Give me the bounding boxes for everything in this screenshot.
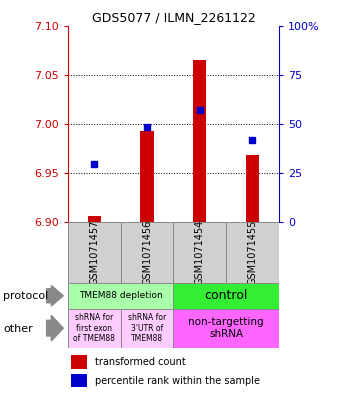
Bar: [246, 155, 259, 222]
Text: transformed count: transformed count: [95, 357, 185, 367]
Bar: [121, 222, 173, 283]
Text: shRNA for
3'UTR of
TMEM88: shRNA for 3'UTR of TMEM88: [128, 313, 166, 343]
Point: [91, 161, 97, 167]
Text: TMEM88 depletion: TMEM88 depletion: [79, 291, 163, 300]
Text: GSM1071457: GSM1071457: [89, 220, 99, 285]
Bar: [140, 131, 154, 222]
Point: [250, 136, 255, 143]
Bar: [71, 355, 87, 369]
Text: other: other: [3, 324, 33, 334]
Text: GSM1071455: GSM1071455: [248, 220, 257, 285]
FancyArrow shape: [47, 315, 63, 341]
Bar: [71, 374, 87, 387]
Bar: [121, 309, 173, 348]
Bar: [68, 309, 121, 348]
Bar: [68, 283, 173, 309]
Text: control: control: [204, 289, 248, 302]
FancyArrow shape: [47, 285, 63, 306]
Bar: [173, 222, 226, 283]
Text: percentile rank within the sample: percentile rank within the sample: [95, 376, 259, 386]
Bar: [68, 222, 121, 283]
Bar: [173, 283, 279, 309]
Title: GDS5077 / ILMN_2261122: GDS5077 / ILMN_2261122: [91, 11, 255, 24]
Text: shRNA for
first exon
of TMEM88: shRNA for first exon of TMEM88: [73, 313, 115, 343]
Text: GSM1071456: GSM1071456: [142, 220, 152, 285]
Bar: [226, 222, 279, 283]
Text: protocol: protocol: [3, 290, 49, 301]
Text: GSM1071454: GSM1071454: [195, 220, 205, 285]
Bar: [173, 309, 279, 348]
Bar: [193, 60, 206, 222]
Bar: [88, 216, 101, 222]
Point: [144, 124, 150, 130]
Point: [197, 107, 203, 113]
Text: non-targetting
shRNA: non-targetting shRNA: [188, 318, 264, 339]
